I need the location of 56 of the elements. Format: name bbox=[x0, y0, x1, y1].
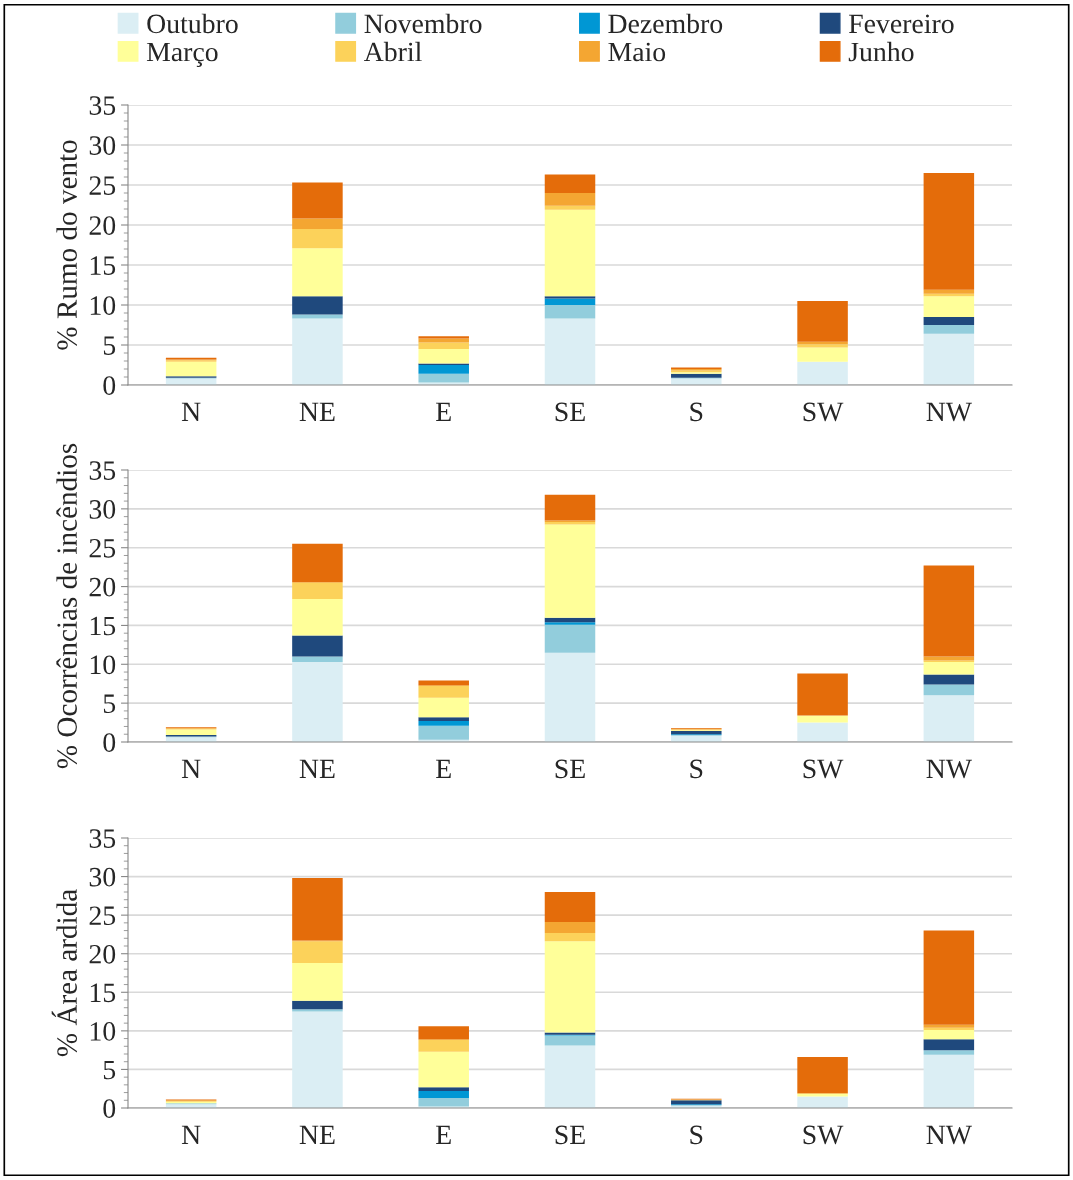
y-axis-title: % Rumo do vento bbox=[56, 140, 78, 350]
x-tick-label: S bbox=[690, 759, 703, 779]
x-tick-label: NW bbox=[926, 759, 972, 779]
y-tick-label: 20 bbox=[89, 577, 116, 597]
x-tick-label: E bbox=[436, 1125, 451, 1144]
legend-label: Dezembro bbox=[608, 13, 723, 34]
legend-label: Abril bbox=[363, 41, 422, 62]
y-tick-label: 35 bbox=[89, 461, 116, 480]
y-tick-label: 10 bbox=[90, 1022, 116, 1041]
legend-label: Março bbox=[146, 42, 218, 67]
x-tick-label: S bbox=[690, 1125, 703, 1145]
x-tick-label: N bbox=[181, 759, 201, 778]
x-tick-label: NE bbox=[299, 1125, 335, 1144]
y-tick-label: 0 bbox=[103, 376, 116, 395]
legend-label: Fevereiro bbox=[849, 14, 954, 34]
y-tick-label: 10 bbox=[90, 655, 116, 675]
x-tick-label: N bbox=[181, 1125, 201, 1144]
x-tick-label: NE bbox=[299, 402, 335, 421]
x-tick-label: E bbox=[436, 759, 451, 778]
x-tick-label: N bbox=[181, 402, 201, 421]
y-tick-label: 20 bbox=[89, 216, 116, 235]
x-tick-label: SW bbox=[803, 402, 844, 422]
y-axis-title: % Ocorrências de incêndios bbox=[56, 443, 78, 769]
y-tick-label: 15 bbox=[90, 616, 116, 636]
y-tick-label: 30 bbox=[89, 136, 116, 155]
y-tick-label: 35 bbox=[89, 829, 116, 848]
x-tick-label: SW bbox=[803, 1125, 844, 1145]
x-tick-label: SW bbox=[803, 759, 844, 779]
x-tick-label: NE bbox=[299, 759, 335, 778]
y-tick-label: 5 bbox=[103, 336, 116, 355]
y-tick-label: 15 bbox=[90, 256, 116, 275]
x-tick-label: SE bbox=[555, 402, 585, 422]
y-tick-label: 30 bbox=[89, 500, 116, 519]
y-tick-label: 10 bbox=[90, 296, 116, 315]
y-tick-label: 0 bbox=[103, 733, 116, 752]
y-tick-label: 25 bbox=[89, 906, 116, 926]
y-tick-label: 0 bbox=[103, 1099, 116, 1118]
y-tick-label: 5 bbox=[103, 694, 116, 714]
x-tick-label: SE bbox=[555, 759, 585, 779]
legend-label: Novembro bbox=[364, 13, 482, 34]
y-tick-label: 35 bbox=[89, 96, 116, 115]
y-axis-title: % Área ardida bbox=[51, 889, 78, 1057]
legend-label: Maio bbox=[608, 42, 666, 62]
x-tick-label: S bbox=[690, 402, 703, 422]
legend-label: Junho bbox=[848, 41, 914, 62]
x-tick-label: NW bbox=[926, 1125, 972, 1145]
x-tick-label: E bbox=[436, 402, 451, 421]
y-tick-label: 15 bbox=[90, 983, 116, 1003]
y-tick-label: 5 bbox=[103, 1060, 116, 1080]
x-tick-label: SE bbox=[555, 1125, 585, 1145]
y-tick-label: 20 bbox=[89, 944, 116, 964]
legend-label: Outubro bbox=[147, 13, 238, 34]
y-tick-label: 25 bbox=[89, 538, 116, 558]
y-tick-label: 25 bbox=[89, 176, 116, 195]
x-tick-label: NW bbox=[926, 402, 972, 422]
y-tick-label: 30 bbox=[89, 867, 116, 887]
